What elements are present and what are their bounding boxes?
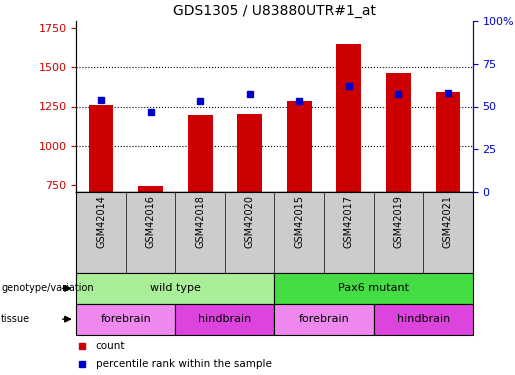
Bar xyxy=(89,105,113,192)
Bar xyxy=(175,304,274,334)
Text: GSM42018: GSM42018 xyxy=(195,195,205,248)
Text: GSM42015: GSM42015 xyxy=(294,195,304,248)
Bar xyxy=(188,115,213,192)
Text: genotype/variation: genotype/variation xyxy=(1,284,94,293)
Title: GDS1305 / U83880UTR#1_at: GDS1305 / U83880UTR#1_at xyxy=(173,4,376,18)
Bar xyxy=(436,93,460,192)
Text: tissue: tissue xyxy=(1,314,30,324)
Bar xyxy=(138,186,163,192)
Bar xyxy=(386,73,411,192)
Bar xyxy=(336,44,361,192)
Text: GSM42019: GSM42019 xyxy=(393,195,403,248)
Text: hindbrain: hindbrain xyxy=(198,314,251,324)
Text: GSM42020: GSM42020 xyxy=(245,195,255,248)
Bar xyxy=(237,114,262,192)
Text: Pax6 mutant: Pax6 mutant xyxy=(338,284,409,293)
Bar xyxy=(374,304,473,334)
Text: count: count xyxy=(96,340,125,351)
Text: GSM42016: GSM42016 xyxy=(146,195,156,248)
Bar xyxy=(287,101,312,192)
Bar xyxy=(76,273,274,304)
Bar xyxy=(274,273,473,304)
Text: GSM42017: GSM42017 xyxy=(344,195,354,248)
Text: forebrain: forebrain xyxy=(100,314,151,324)
Text: forebrain: forebrain xyxy=(299,314,350,324)
Text: percentile rank within the sample: percentile rank within the sample xyxy=(96,359,271,369)
Bar xyxy=(274,304,374,334)
Text: hindbrain: hindbrain xyxy=(397,314,450,324)
Text: GSM42014: GSM42014 xyxy=(96,195,106,248)
Text: wild type: wild type xyxy=(150,284,201,293)
Bar xyxy=(76,304,175,334)
Text: GSM42021: GSM42021 xyxy=(443,195,453,248)
